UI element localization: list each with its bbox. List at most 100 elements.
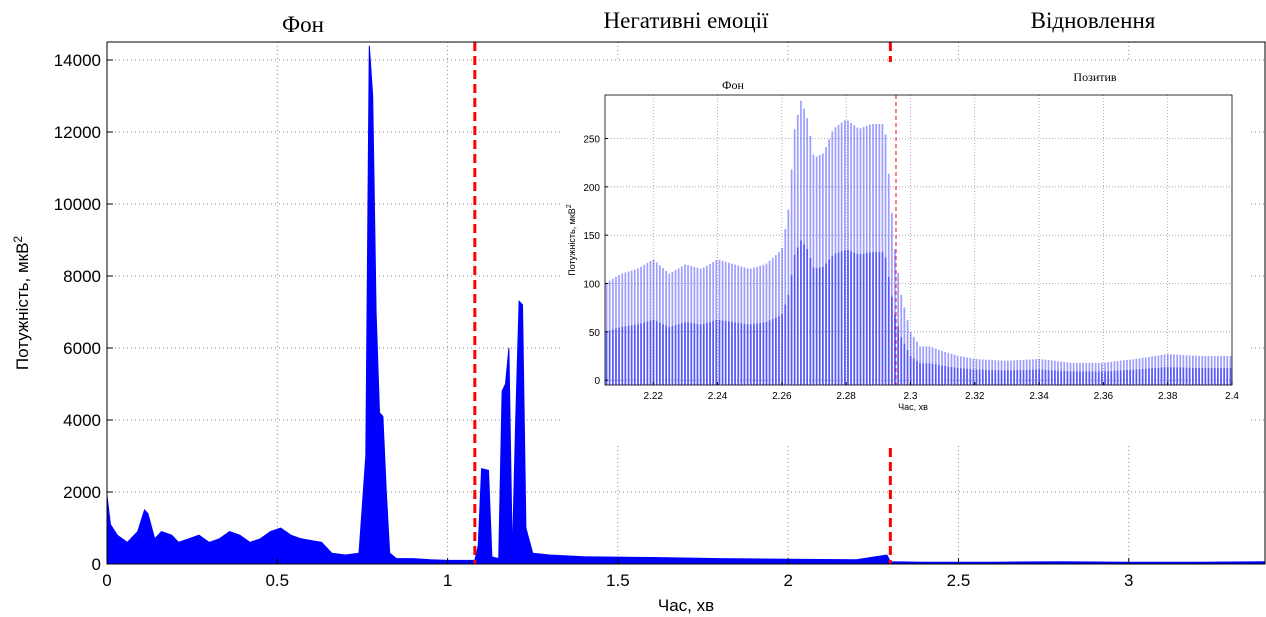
inset-bar-inner (794, 255, 796, 385)
inset-bar-inner (781, 314, 783, 385)
inset-bar-inner (1076, 372, 1078, 386)
inset-bar-inner (756, 324, 758, 386)
inset-y-tick-label: 0 (594, 376, 600, 387)
inset-bar-inner (647, 322, 649, 386)
inset-bar-inner (1117, 371, 1119, 385)
inset-bar-inner (784, 305, 786, 385)
inset-bar-inner (1120, 370, 1122, 385)
inset-bar-inner (1101, 372, 1103, 386)
inset-bar-inner (719, 320, 721, 385)
inset-bar-inner (728, 321, 730, 385)
inset-bar-inner (1001, 370, 1003, 385)
main-y-ticks: 02000400060008000100001200014000 (54, 51, 113, 574)
inset-bar-inner (1020, 370, 1022, 385)
inset-bar-inner (866, 253, 868, 385)
inset-bar-inner (941, 366, 943, 385)
inset-bar-inner (803, 244, 805, 385)
inset-bar-inner (835, 254, 837, 385)
inset-bar-inner (1123, 370, 1125, 385)
inset-bar-inner (1082, 372, 1084, 386)
inset-bar-inner (875, 252, 877, 385)
inset-bar-inner (1158, 368, 1160, 385)
inset-bar-inner (897, 327, 899, 386)
inset-bar-inner (988, 370, 990, 385)
inset-bar-inner (1051, 370, 1053, 385)
inset-bar-inner (625, 326, 627, 385)
inset-bar-inner (1198, 368, 1200, 385)
inset-bar-inner (709, 322, 711, 385)
inset-bar-inner (665, 326, 667, 385)
inset-bar-inner (1073, 372, 1075, 386)
main-y-tick-label: 2000 (63, 483, 101, 502)
inset-bar-inner (1183, 368, 1185, 385)
inset-bar-inner (973, 369, 975, 385)
inset-bar-inner (1151, 368, 1153, 385)
inset-bar-inner (1048, 370, 1050, 385)
inset-bar-inner (753, 324, 755, 385)
inset-bar-inner (618, 328, 620, 385)
inset-bar-inner (640, 323, 642, 385)
inset-x-axis-label: Час, хв (898, 402, 928, 412)
inset-bar-inner (800, 241, 802, 386)
inset-bar-inner (697, 324, 699, 385)
inset-bar-inner (1092, 372, 1094, 386)
main-y-tick-label: 6000 (63, 339, 101, 358)
inset-bar-inner (1067, 371, 1069, 385)
inset-bar-inner (1023, 370, 1025, 385)
inset-bar-inner (929, 363, 931, 385)
inset-bar-inner (628, 326, 630, 385)
main-y-tick-label: 4000 (63, 411, 101, 430)
inset-bar-inner (712, 321, 714, 385)
inset-bar-inner (1211, 368, 1213, 385)
inset-bar-inner (1173, 367, 1175, 385)
inset-bar-inner (900, 338, 902, 385)
inset-bar-inner (1070, 371, 1072, 385)
inset-bar-inner (668, 327, 670, 385)
inset-x-tick-label: 2.3 (904, 391, 918, 402)
inset-bar-inner (662, 324, 664, 385)
inset-bar-inner (1007, 371, 1009, 386)
inset-bar-inner (922, 363, 924, 385)
inset-bar-inner (841, 251, 843, 385)
inset-bar-inner (631, 325, 633, 385)
main-x-tick-label: 0 (102, 571, 111, 590)
inset-bar-inner (1179, 368, 1181, 386)
inset-bar-inner (853, 253, 855, 385)
inset-bar-inner (643, 323, 645, 386)
inset-bar-inner (1139, 369, 1141, 385)
inset-bar-inner (888, 277, 890, 385)
inset-bar-inner (860, 254, 862, 385)
inset-bar-inner (1032, 370, 1034, 385)
inset-y-tick-label: 100 (583, 280, 600, 291)
segment-label-recovery: Відновлення (1031, 8, 1156, 33)
inset-bar-inner (1029, 370, 1031, 385)
inset-bar-inner (1230, 368, 1232, 385)
inset-bar-inner (857, 254, 859, 385)
inset-bar-inner (1201, 368, 1203, 385)
inset-bar-inner (1063, 371, 1065, 385)
inset-bar-inner (791, 275, 793, 385)
inset-bar-inner (819, 268, 821, 385)
inset-plot-area (605, 95, 1232, 385)
inset-bar-inner (778, 316, 780, 385)
inset-bar-inner (1217, 368, 1219, 385)
main-y-tick-label: 14000 (54, 51, 101, 70)
inset-bar-inner (1107, 371, 1109, 385)
inset-bar-inner (985, 370, 987, 385)
inset-bar-inner (750, 324, 752, 385)
inset-x-tick-label: 2.36 (1094, 391, 1114, 402)
inset-bar-inner (737, 323, 739, 385)
main-x-axis-label: Час, хв (658, 596, 714, 615)
inset-bar-inner (1110, 371, 1112, 385)
inset-bar-inner (828, 260, 830, 385)
inset-bar-inner (1042, 370, 1044, 385)
inset-bar-inner (769, 320, 771, 385)
segment-label-background: Фон (282, 12, 324, 37)
inset-bar-inner (1079, 372, 1081, 386)
inset-bar-inner (926, 363, 928, 385)
inset-bar-inner (944, 366, 946, 385)
inset-bar-inner (913, 359, 915, 386)
inset-bar-inner (1060, 371, 1062, 385)
inset-bar-inner (621, 327, 623, 385)
